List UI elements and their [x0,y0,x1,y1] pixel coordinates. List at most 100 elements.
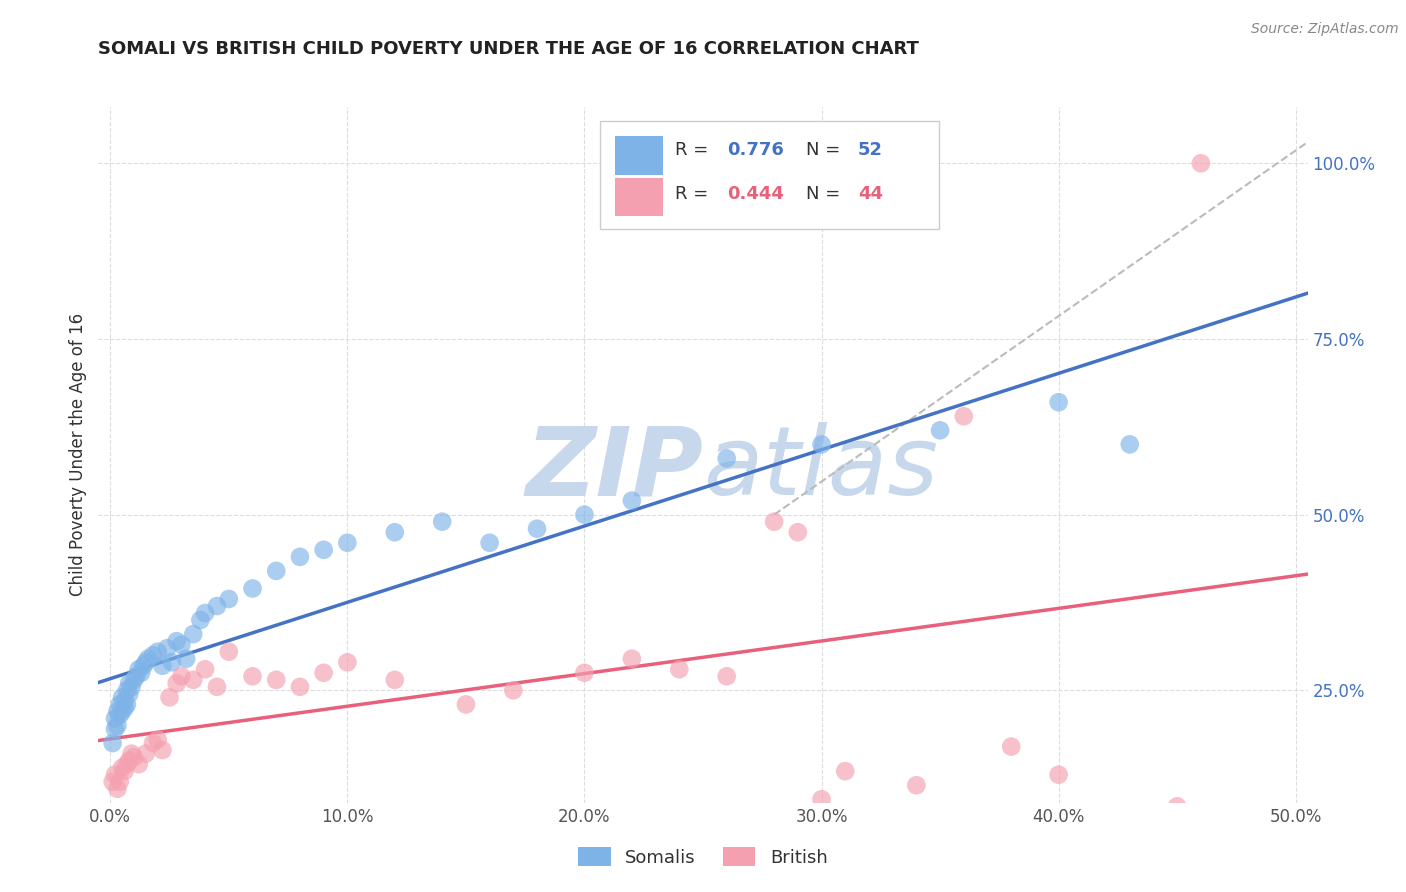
Point [121,747,143,761]
Point [115,683,138,698]
Point [218,645,240,659]
Point [122,750,145,764]
Point [122,673,145,687]
Point [312,542,335,557]
Point [115,757,138,772]
Point [194,662,217,676]
Point [142,648,165,663]
Point [1000,739,1022,754]
Point [159,690,181,705]
Y-axis label: Child Poverty Under the Age of 16: Child Poverty Under the Age of 16 [69,313,87,597]
Point [146,645,169,659]
Point [218,592,240,607]
Legend: Somalis, British: Somalis, British [571,840,835,874]
Point [205,680,228,694]
Point [125,669,148,683]
Point [114,694,136,708]
Point [166,676,188,690]
Point [620,493,643,508]
FancyBboxPatch shape [600,121,939,229]
Point [114,701,136,715]
Point [136,651,159,665]
Point [111,761,134,775]
Point [1189,156,1212,170]
Text: 0.444: 0.444 [727,185,785,203]
Point [142,736,165,750]
Point [118,676,141,690]
Point [105,705,128,719]
Point [1047,767,1070,781]
Point [336,535,359,549]
Text: 52: 52 [858,141,883,159]
Point [104,767,127,781]
Point [288,549,311,564]
Point [181,673,204,687]
Point [810,792,832,806]
Point [1047,395,1070,409]
Point [114,764,136,779]
Point [111,690,134,705]
Text: atlas: atlas [703,422,938,516]
Point [108,774,131,789]
Point [1119,437,1142,451]
Point [242,669,264,683]
Point [264,564,287,578]
Point [146,732,169,747]
Point [763,515,786,529]
Point [526,522,548,536]
Point [574,665,596,680]
Point [135,747,157,761]
Point [128,757,150,772]
Text: N =: N = [806,185,846,203]
Point [152,658,174,673]
Point [716,451,738,466]
Point [454,698,477,712]
Point [101,736,124,750]
Point [574,508,596,522]
Point [384,525,406,540]
Point [105,781,128,796]
Point [105,718,128,732]
Point [1166,799,1188,814]
Point [929,423,952,437]
Point [135,655,157,669]
Point [128,662,150,676]
Point [312,665,335,680]
Point [115,698,138,712]
Point [668,662,690,676]
Point [384,673,406,687]
Point [152,743,174,757]
Bar [614,136,664,175]
Text: ZIP: ZIP [524,422,703,516]
Point [478,535,501,549]
Point [108,708,131,723]
Point [181,627,204,641]
Text: SOMALI VS BRITISH CHILD POVERTY UNDER THE AGE OF 16 CORRELATION CHART: SOMALI VS BRITISH CHILD POVERTY UNDER TH… [98,40,920,58]
Point [132,658,155,673]
Point [834,764,856,779]
Point [118,687,141,701]
Text: R =: R = [675,141,714,159]
Point [502,683,524,698]
Point [620,651,643,665]
Point [716,669,738,683]
Point [118,754,141,768]
Point [129,665,152,680]
Point [205,599,228,613]
Point [170,669,193,683]
Point [264,673,287,687]
Point [786,525,808,540]
Text: 0.776: 0.776 [727,141,785,159]
Text: N =: N = [806,141,846,159]
Point [242,582,264,596]
Bar [614,178,664,216]
Point [288,680,311,694]
Text: R =: R = [675,185,714,203]
Point [104,722,127,736]
Point [336,655,359,669]
Point [905,778,928,792]
Text: Source: ZipAtlas.com: Source: ZipAtlas.com [1251,22,1399,37]
Point [952,409,974,424]
Point [432,515,454,529]
Point [121,680,143,694]
